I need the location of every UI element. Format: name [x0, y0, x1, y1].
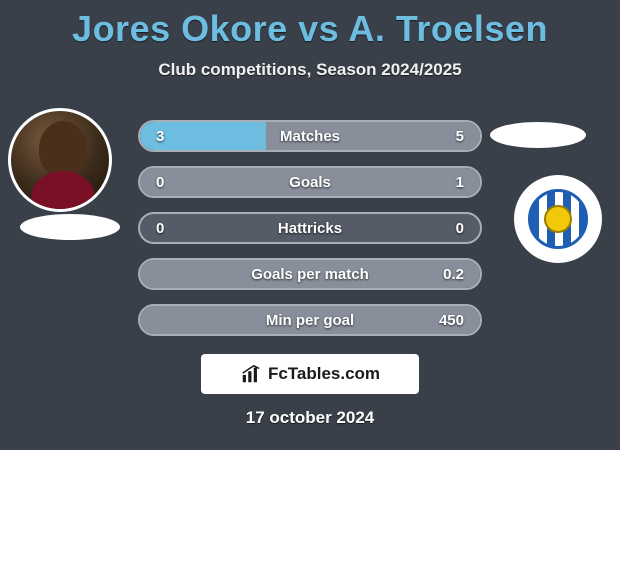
- player-right-club-logo: [514, 175, 602, 263]
- club-logo-icon: [528, 189, 588, 249]
- stat-row: 3Matches5: [138, 120, 482, 152]
- chart-icon: [240, 363, 262, 385]
- date-text: 17 october 2024: [0, 408, 620, 428]
- player-right-flag: [490, 122, 586, 148]
- stat-row: 0Goals1: [138, 166, 482, 198]
- stat-label: Min per goal: [200, 312, 420, 329]
- stat-label: Goals: [200, 174, 420, 191]
- subtitle: Club competitions, Season 2024/2025: [0, 60, 620, 80]
- stat-value-right: 0: [420, 220, 480, 237]
- brand-badge[interactable]: FcTables.com: [201, 354, 419, 394]
- stat-value-left: 3: [140, 128, 200, 145]
- stat-row: Min per goal450: [138, 304, 482, 336]
- comparison-card: Jores Okore vs A. Troelsen Club competit…: [0, 0, 620, 450]
- stat-value-right: 450: [420, 312, 480, 329]
- stat-value-right: 5: [420, 128, 480, 145]
- stat-value-right: 0.2: [420, 266, 480, 283]
- page-title: Jores Okore vs A. Troelsen: [0, 0, 620, 50]
- stat-value-left: 0: [140, 220, 200, 237]
- stat-label: Goals per match: [200, 266, 420, 283]
- stat-value-left: 0: [140, 174, 200, 191]
- stat-row: 0Hattricks0: [138, 212, 482, 244]
- player-left-avatar: [8, 108, 112, 212]
- stat-row: Goals per match0.2: [138, 258, 482, 290]
- stats-table: 3Matches50Goals10Hattricks0Goals per mat…: [138, 120, 482, 350]
- player-left-flag: [20, 214, 120, 240]
- brand-text: FcTables.com: [268, 364, 380, 384]
- stat-label: Hattricks: [200, 220, 420, 237]
- stat-label: Matches: [200, 128, 420, 145]
- stat-value-right: 1: [420, 174, 480, 191]
